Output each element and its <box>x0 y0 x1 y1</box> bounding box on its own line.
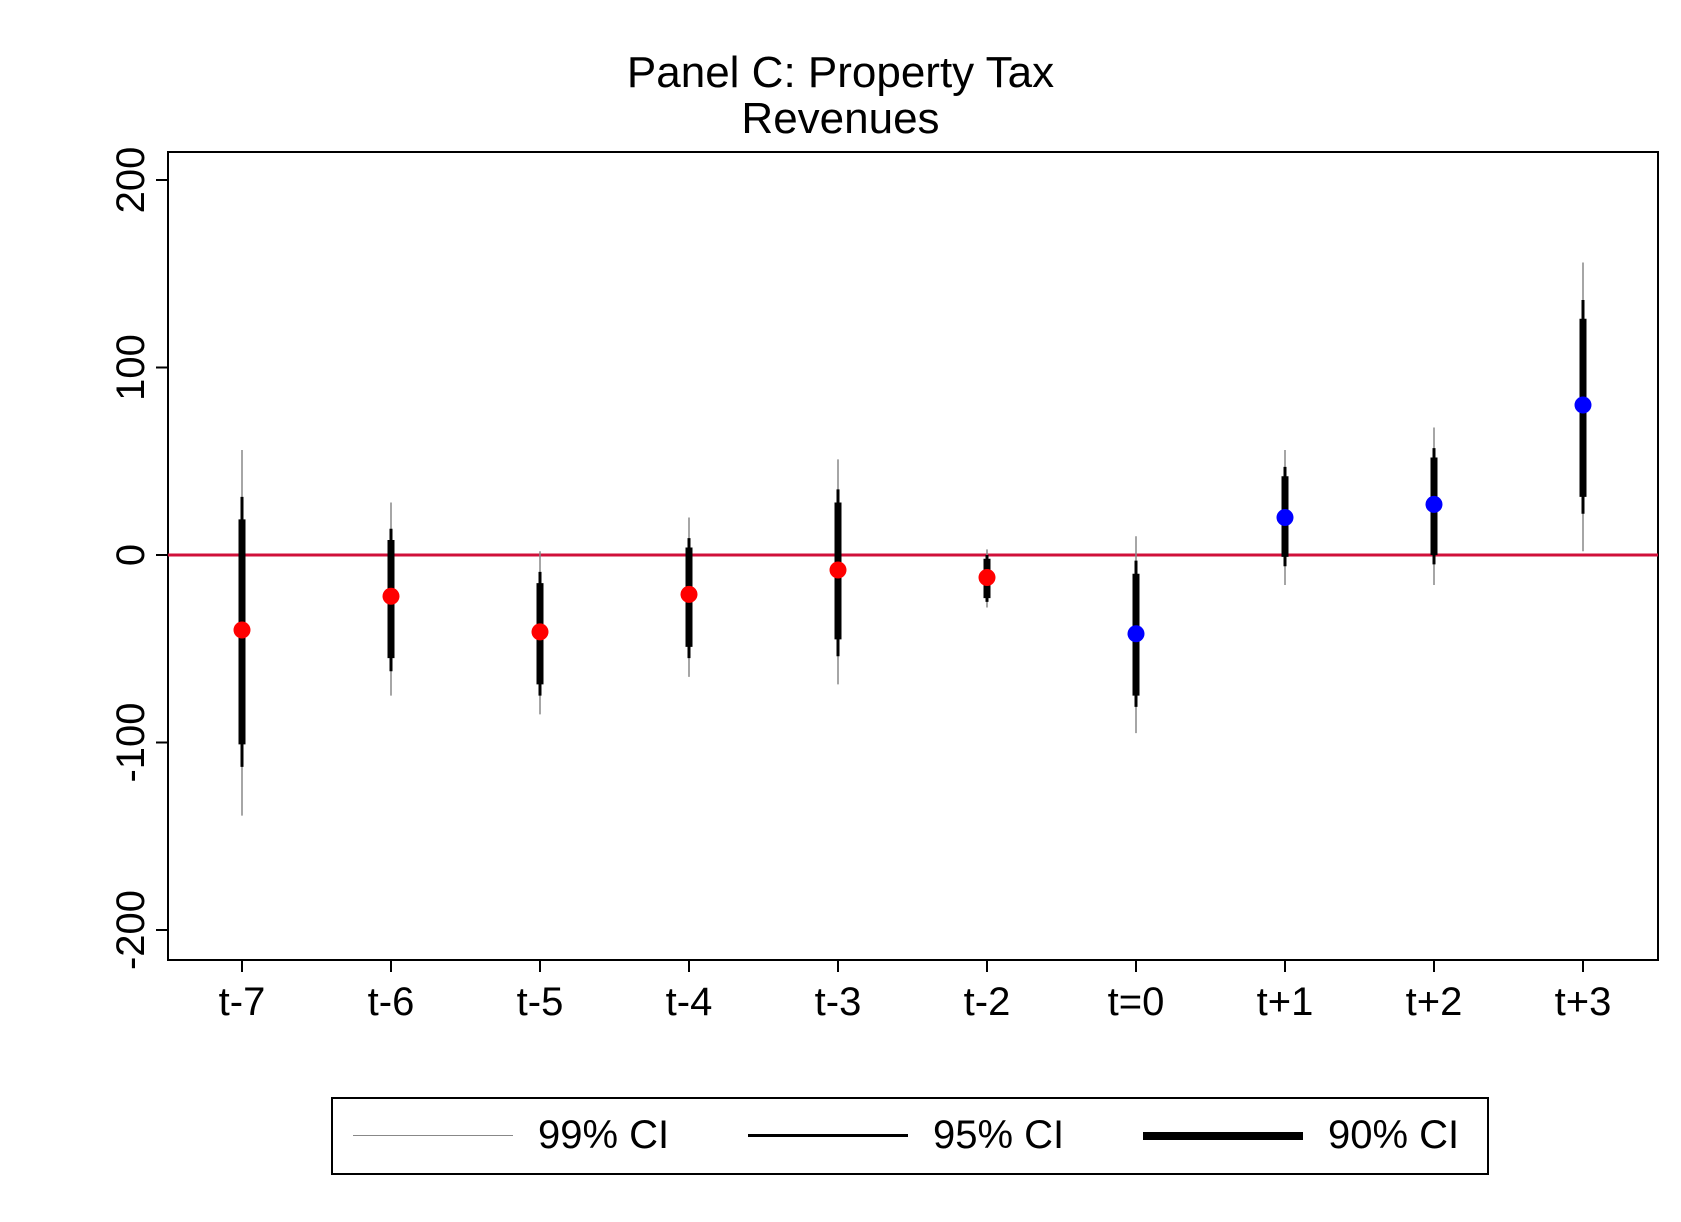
legend-item-95: 95% CI <box>748 1099 1078 1173</box>
y-tick-label: -200 <box>109 890 153 970</box>
legend-swatch-thick <box>1143 1132 1303 1140</box>
confidence-intervals <box>238 262 1587 816</box>
chart-title-line-1: Panel C: Property Tax <box>626 48 1055 97</box>
y-tick-label: 100 <box>109 334 153 401</box>
x-tick-label: t+1 <box>1257 980 1314 1024</box>
point-estimate <box>1574 396 1592 414</box>
x-tick-label: t=0 <box>1108 980 1165 1024</box>
point-estimate <box>829 561 847 579</box>
point-estimate <box>978 569 996 586</box>
x-tick-label: t-6 <box>368 980 415 1024</box>
point-estimates <box>233 396 1592 643</box>
legend: 99% CI 95% CI 90% CI <box>331 1097 1489 1175</box>
x-tick-label: t-3 <box>815 980 862 1024</box>
y-tick-label: 200 <box>109 147 153 214</box>
legend-item-99: 99% CI <box>353 1099 683 1173</box>
legend-swatch-thin <box>353 1135 513 1136</box>
legend-label-99: 99% CI <box>538 1113 670 1157</box>
x-tick-label: t-7 <box>219 980 266 1024</box>
point-estimate <box>233 621 251 639</box>
x-axis: t-7 t-6 t-5 t-4 t-3 t-2 t=0 t+1 t+2 t+3 <box>219 960 1612 1024</box>
point-estimate <box>1127 625 1145 643</box>
x-tick-label: t-5 <box>517 980 564 1024</box>
legend-label-95: 95% CI <box>933 1113 1065 1157</box>
legend-item-90: 90% CI <box>1143 1099 1473 1173</box>
point-estimate <box>382 587 400 605</box>
legend-label-90: 90% CI <box>1328 1113 1460 1157</box>
x-tick-label: t+2 <box>1406 980 1463 1024</box>
point-estimate <box>680 585 698 603</box>
point-estimate <box>1276 509 1294 526</box>
y-axis: 200 100 0 -100 -200 <box>109 147 168 970</box>
y-tick-label: 0 <box>109 544 153 566</box>
x-tick-label: t-4 <box>666 980 713 1024</box>
y-tick-label: -100 <box>109 702 153 782</box>
point-estimate <box>531 623 549 641</box>
legend-swatch-medium <box>748 1134 908 1137</box>
x-tick-label: t+3 <box>1555 980 1612 1024</box>
x-tick-label: t-2 <box>964 980 1011 1024</box>
point-estimate <box>1425 495 1443 513</box>
chart-title-line-2: Revenues <box>741 94 940 143</box>
